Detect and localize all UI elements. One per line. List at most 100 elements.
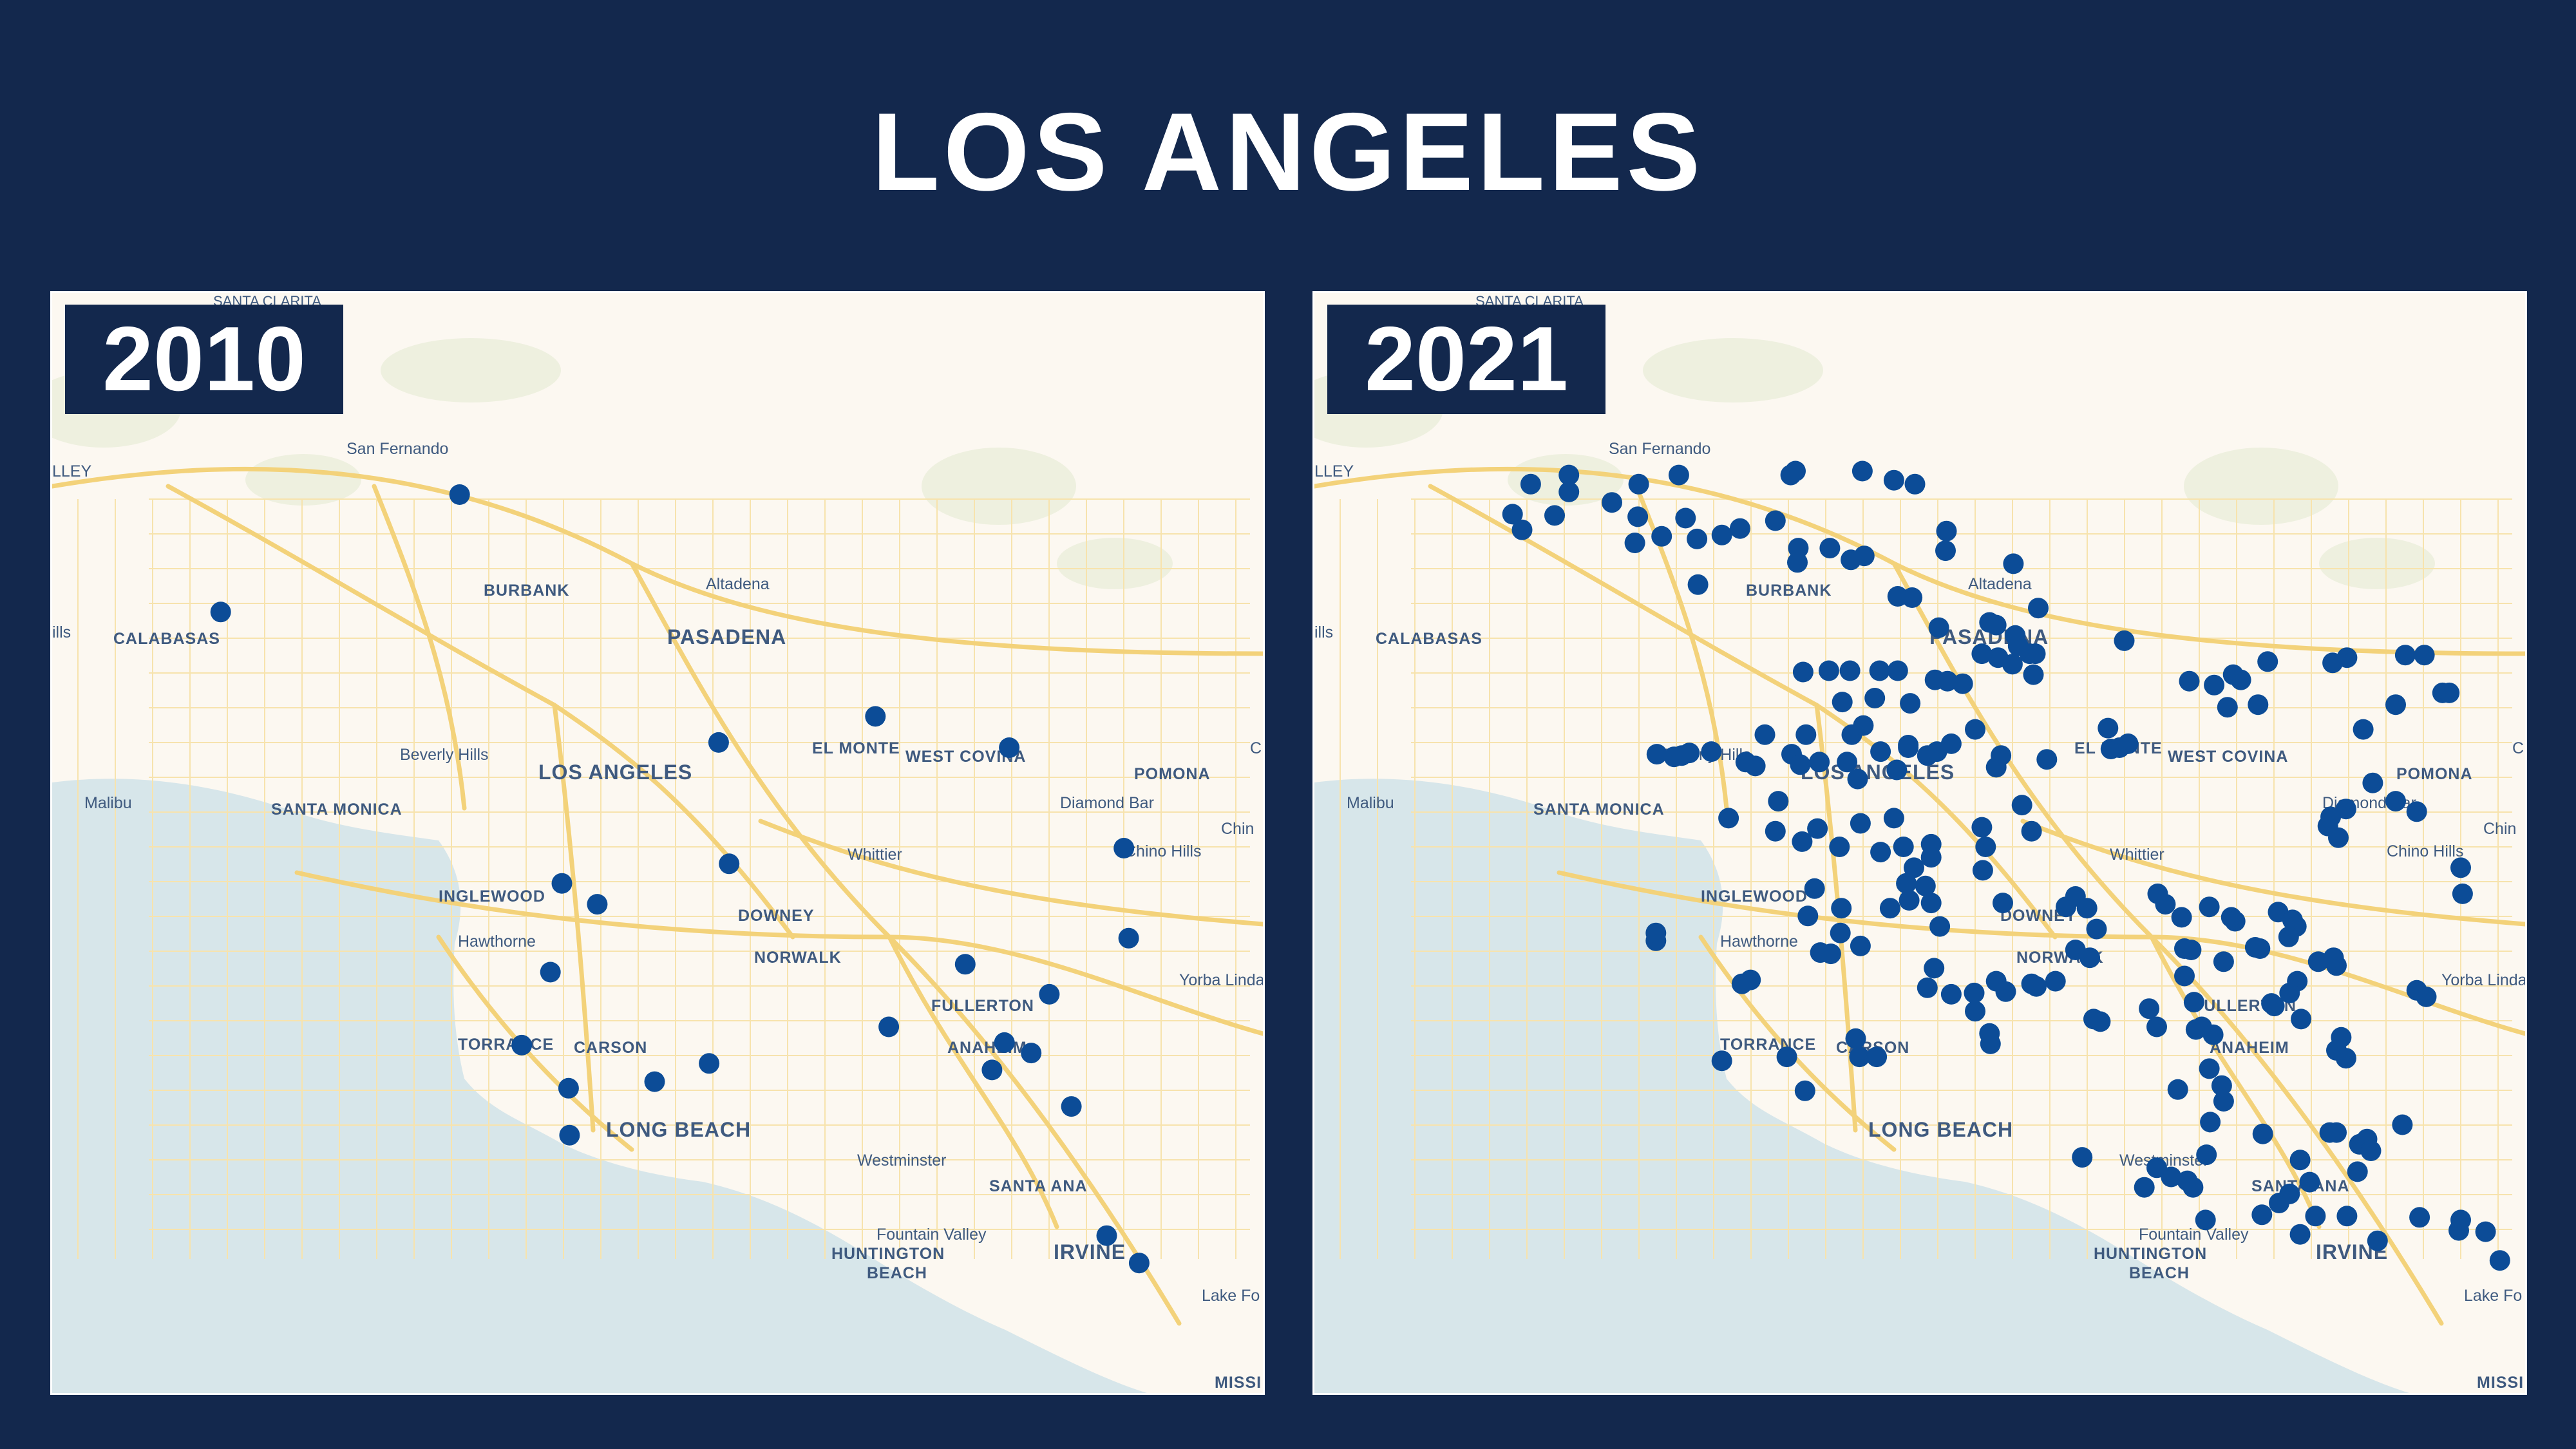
location-dot[interactable] xyxy=(1795,724,1817,745)
location-dot[interactable] xyxy=(1852,460,1873,482)
location-dot[interactable] xyxy=(1839,660,1861,681)
location-dot[interactable] xyxy=(1807,818,1828,839)
location-dot[interactable] xyxy=(1794,1080,1815,1101)
location-dot[interactable] xyxy=(1039,983,1060,1005)
location-dot[interactable] xyxy=(1671,745,1692,766)
location-dot[interactable] xyxy=(1128,1253,1150,1274)
location-dot[interactable] xyxy=(1853,715,1874,736)
location-dot[interactable] xyxy=(2305,1206,2326,1227)
location-dot[interactable] xyxy=(1675,507,1696,529)
location-dot[interactable] xyxy=(1797,905,1819,927)
location-dot[interactable] xyxy=(2086,918,2107,940)
location-dot[interactable] xyxy=(2161,1166,2182,1188)
location-dot[interactable] xyxy=(1731,973,1752,994)
location-dot[interactable] xyxy=(540,961,561,983)
location-dot[interactable] xyxy=(2204,674,2225,696)
location-dot[interactable] xyxy=(1745,755,1766,777)
location-dot[interactable] xyxy=(2448,1220,2469,1241)
location-dot[interactable] xyxy=(2414,645,2435,666)
location-dot[interactable] xyxy=(210,601,231,623)
location-dot[interactable] xyxy=(1991,745,2012,766)
location-dot[interactable] xyxy=(999,737,1020,758)
location-dot[interactable] xyxy=(2336,647,2358,668)
location-dot[interactable] xyxy=(2278,926,2299,947)
location-dot[interactable] xyxy=(1993,893,2013,914)
location-dot[interactable] xyxy=(1985,614,2007,636)
location-dot[interactable] xyxy=(865,706,886,727)
location-dot[interactable] xyxy=(1869,660,1890,681)
location-dot[interactable] xyxy=(2251,1204,2273,1226)
location-dot[interactable] xyxy=(1765,510,1786,531)
location-dot[interactable] xyxy=(2257,651,2278,672)
location-dot[interactable] xyxy=(511,1034,533,1056)
location-dot[interactable] xyxy=(2406,801,2427,822)
location-dot[interactable] xyxy=(2269,1193,2289,1213)
location-dot[interactable] xyxy=(1645,922,1667,943)
location-dot[interactable] xyxy=(2155,894,2176,915)
location-dot[interactable] xyxy=(2079,947,2101,969)
location-dot[interactable] xyxy=(1886,759,1908,781)
location-dot[interactable] xyxy=(1929,916,1951,937)
location-dot[interactable] xyxy=(1971,817,1993,838)
location-dot[interactable] xyxy=(2181,940,2202,960)
location-dot[interactable] xyxy=(2114,630,2135,651)
location-dot[interactable] xyxy=(1829,837,1850,857)
location-dot[interactable] xyxy=(2202,1024,2224,1045)
location-dot[interactable] xyxy=(1971,643,1993,665)
location-dot[interactable] xyxy=(558,1077,579,1099)
location-dot[interactable] xyxy=(1975,837,1996,857)
location-dot[interactable] xyxy=(719,853,740,875)
location-dot[interactable] xyxy=(1810,942,1831,963)
location-dot[interactable] xyxy=(994,1032,1015,1053)
location-dot[interactable] xyxy=(1904,473,1926,495)
location-dot[interactable] xyxy=(1924,958,1945,979)
location-dot[interactable] xyxy=(1849,1046,1870,1068)
location-dot[interactable] xyxy=(1995,981,2016,1002)
location-dot[interactable] xyxy=(2200,1112,2221,1133)
location-dot[interactable] xyxy=(2098,717,2119,739)
location-dot[interactable] xyxy=(2362,772,2383,793)
location-dot[interactable] xyxy=(1928,617,1949,638)
location-dot[interactable] xyxy=(1646,744,1667,765)
location-dot[interactable] xyxy=(2489,1250,2510,1271)
location-dot[interactable] xyxy=(1980,1033,2001,1054)
location-dot[interactable] xyxy=(2264,996,2285,1017)
location-dot[interactable] xyxy=(2072,1147,2093,1168)
location-dot[interactable] xyxy=(559,1124,580,1146)
location-dot[interactable] xyxy=(644,1071,665,1092)
location-dot[interactable] xyxy=(1819,538,1841,559)
location-dot[interactable] xyxy=(2289,1224,2311,1245)
location-dot[interactable] xyxy=(2196,1144,2217,1166)
location-dot[interactable] xyxy=(2248,694,2269,715)
location-dot[interactable] xyxy=(708,732,729,753)
location-dot[interactable] xyxy=(2167,1079,2188,1100)
location-dot[interactable] xyxy=(1940,983,1962,1005)
location-dot[interactable] xyxy=(1711,1050,1732,1072)
location-dot[interactable] xyxy=(1841,549,1862,571)
location-dot[interactable] xyxy=(1754,724,1776,745)
location-dot[interactable] xyxy=(1096,1225,1117,1246)
location-dot[interactable] xyxy=(1729,518,1750,539)
location-dot[interactable] xyxy=(1917,977,1938,998)
location-dot[interactable] xyxy=(2252,1123,2273,1144)
location-dot[interactable] xyxy=(2002,654,2023,675)
location-dot[interactable] xyxy=(1818,660,1839,681)
location-dot[interactable] xyxy=(2450,857,2471,878)
location-dot[interactable] xyxy=(1920,893,1942,914)
location-dot[interactable] xyxy=(1624,533,1645,553)
location-dot[interactable] xyxy=(1687,528,1708,549)
location-dot[interactable] xyxy=(2003,553,2024,574)
location-dot[interactable] xyxy=(2326,1040,2347,1061)
location-dot[interactable] xyxy=(2213,951,2234,972)
location-dot[interactable] xyxy=(1021,1043,1042,1064)
location-dot[interactable] xyxy=(2090,1011,2111,1032)
location-dot[interactable] xyxy=(1711,524,1732,545)
location-dot[interactable] xyxy=(2036,749,2058,770)
location-dot[interactable] xyxy=(1965,1001,1985,1022)
location-dot[interactable] xyxy=(2360,1141,2382,1161)
location-dot[interactable] xyxy=(2026,976,2047,997)
location-dot[interactable] xyxy=(1520,473,1541,495)
location-dot[interactable] xyxy=(1883,808,1904,829)
location-dot[interactable] xyxy=(1964,982,1985,1003)
location-dot[interactable] xyxy=(2174,965,2195,987)
